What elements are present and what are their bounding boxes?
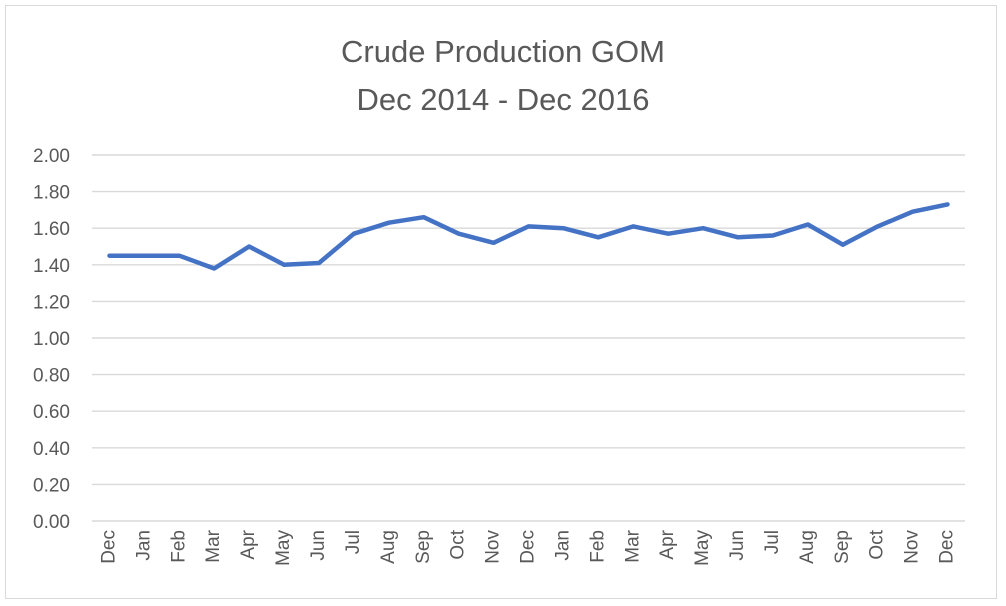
y-tick-label: 0.80 [33, 366, 70, 387]
x-tick-label: Mar [622, 529, 643, 562]
x-tick-label: Jan [133, 530, 154, 561]
x-tick-label: Sep [832, 530, 853, 564]
x-tick-label: Dec [98, 530, 119, 564]
x-tick-label: Apr [238, 529, 259, 559]
x-tick-label: Jan [552, 530, 573, 561]
x-tick-label: Dec [937, 530, 958, 564]
x-tick-label: Oct [867, 529, 888, 559]
x-tick-label: Oct [448, 529, 469, 559]
x-tick-label: Mar [203, 529, 224, 562]
y-axis-tick-labels: 0.00 0.20 0.40 0.60 0.80 1.00 1.20 1.40 1.60 1.80… [33, 146, 70, 533]
y-tick-label: 1.60 [33, 219, 70, 240]
x-tick-label: Jul [343, 530, 364, 554]
x-tick-label: Dec [518, 530, 539, 564]
y-tick-label: 2.00 [33, 146, 70, 167]
x-tick-label: Jun [727, 530, 748, 561]
x-tick-label: Aug [797, 530, 818, 564]
x-tick-label: May [692, 530, 713, 566]
x-tick-label: Sep [413, 530, 434, 564]
x-tick-label: Feb [587, 530, 608, 563]
y-tick-label: 1.40 [33, 256, 70, 277]
y-tick-label: 1.80 [33, 183, 70, 204]
x-tick-label: May [273, 530, 294, 566]
y-tick-label: 0.60 [33, 402, 70, 423]
series-line [107, 202, 950, 271]
gridlines [92, 154, 965, 522]
y-tick-label: 1.00 [33, 329, 70, 350]
y-tick-label: 1.20 [33, 292, 70, 313]
x-tick-label: Aug [378, 530, 399, 564]
chart-title-line-2: Dec 2014 - Dec 2016 [356, 82, 650, 117]
y-tick-label: 0.20 [33, 475, 70, 496]
x-tick-label: Apr [657, 529, 678, 559]
x-tick-label: Nov [483, 530, 504, 564]
x-tick-label: Jul [762, 530, 783, 554]
x-tick-label: Jun [308, 530, 329, 561]
x-tick-label: Nov [902, 530, 923, 564]
x-tick-label: Feb [168, 530, 189, 563]
y-tick-label: 0.00 [33, 512, 70, 533]
series-layer [107, 202, 950, 271]
chart-title-line-1: Crude Production GOM [341, 34, 665, 69]
y-tick-label: 0.40 [33, 439, 70, 460]
x-axis-tick-labels: Dec Jan Feb Mar Apr May Jun Jul Aug Sep Oct Nov Dec J… [98, 529, 957, 566]
